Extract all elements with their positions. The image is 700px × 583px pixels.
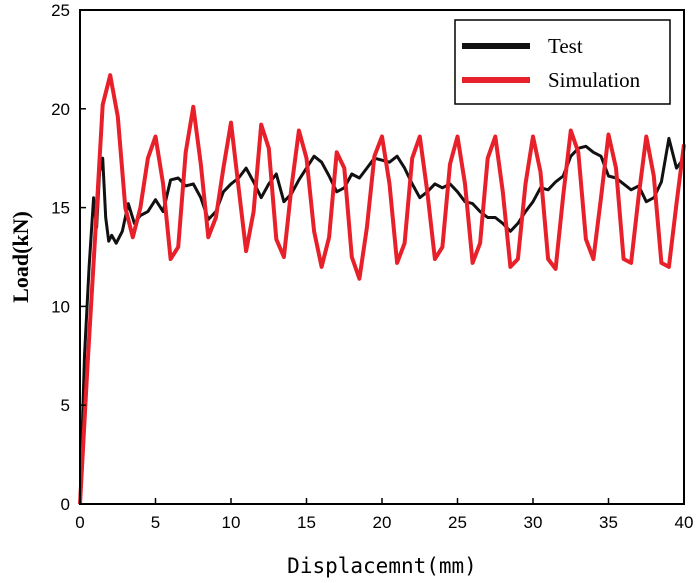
x-tick-label: 40: [675, 513, 694, 532]
series-line-simulation: [78, 73, 686, 505]
x-tick-label: 0: [75, 513, 84, 532]
y-tick-label: 15: [51, 199, 70, 218]
x-tick-label: 15: [297, 513, 316, 532]
x-tick-label: 35: [599, 513, 618, 532]
y-tick-label: 10: [51, 297, 70, 316]
x-axis-title: Displacemnt(mm): [287, 554, 477, 578]
x-tick-label: 30: [524, 513, 543, 532]
x-tick-label: 20: [373, 513, 392, 532]
x-tick-label: 5: [151, 513, 160, 532]
x-tick-label: 25: [448, 513, 467, 532]
legend-label-simulation: Simulation: [548, 68, 641, 92]
legend-label-test: Test: [548, 34, 583, 58]
y-tick-label: 25: [51, 1, 70, 20]
legend-box: [454, 19, 671, 105]
series-layer: [78, 73, 686, 505]
legend: Test Simulation: [454, 19, 671, 105]
y-tick-label: 20: [51, 100, 70, 119]
y-tick-label: 5: [61, 396, 70, 415]
ticks-layer: 0 5 10 15 20 25 30 35 40 0 5 10 15 20 25: [51, 1, 693, 532]
y-tick-label: 0: [61, 495, 70, 514]
x-tick-label: 10: [222, 513, 241, 532]
y-axis-title: Load(kN): [8, 211, 33, 303]
